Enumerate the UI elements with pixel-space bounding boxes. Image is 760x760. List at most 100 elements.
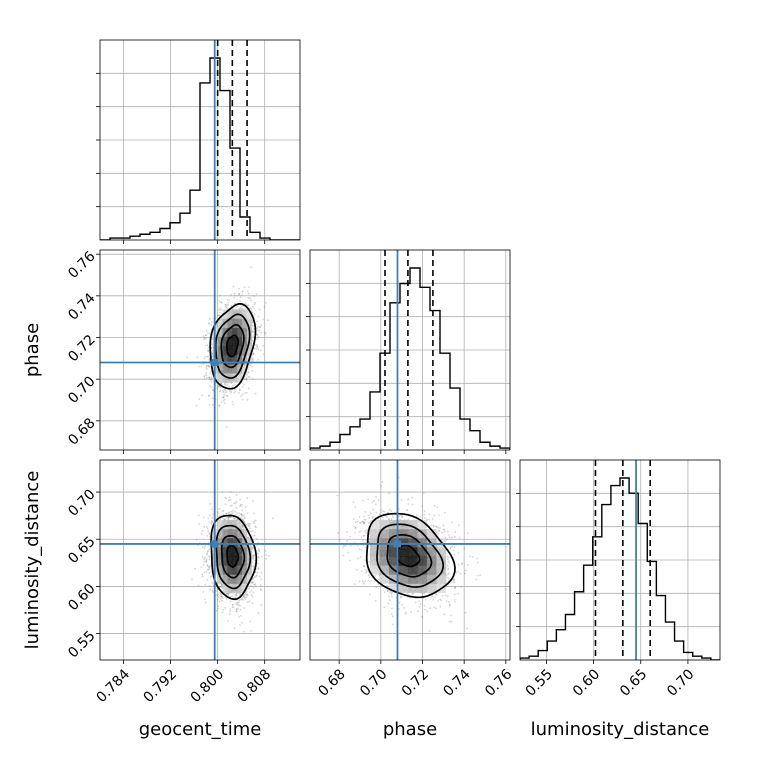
sample-point [210, 575, 213, 578]
sample-point [251, 305, 254, 308]
sample-point [245, 376, 248, 379]
sample-point [224, 303, 227, 306]
density-block [242, 327, 248, 338]
sample-point [252, 330, 255, 333]
sample-point [204, 355, 207, 358]
sample-point [218, 308, 221, 311]
sample-point [257, 556, 260, 559]
sample-point [255, 293, 258, 295]
sample-point [363, 521, 366, 524]
sample-point [256, 327, 259, 330]
sample-point [216, 593, 219, 596]
sample-point [207, 365, 210, 367]
sample-point [223, 396, 225, 398]
sample-point [248, 524, 251, 527]
sample-point [238, 292, 241, 295]
sample-point [219, 309, 222, 312]
pair-frame [99, 459, 301, 661]
density-block [227, 529, 233, 539]
sample-point [205, 330, 208, 332]
sample-point [241, 504, 244, 506]
sample-point [224, 384, 227, 387]
sample-point [222, 399, 225, 402]
sample-point [252, 522, 255, 525]
sample-point [228, 516, 231, 519]
sample-point [247, 522, 250, 525]
sample-point [226, 395, 229, 397]
sample-point [248, 522, 251, 525]
sample-point [218, 294, 221, 297]
sample-point [227, 301, 230, 304]
sample-point [215, 326, 218, 328]
sample-point [206, 552, 209, 555]
sample-point [235, 603, 238, 605]
sample-point [208, 322, 211, 325]
sample-point [248, 527, 251, 530]
sample-point [256, 333, 259, 336]
density-block [227, 309, 233, 319]
sample-point [343, 544, 345, 547]
sample-point [267, 554, 270, 557]
sample-point [251, 602, 254, 605]
sample-point [257, 358, 259, 361]
sample-point [208, 571, 211, 574]
density-block [237, 529, 243, 539]
sample-point [252, 587, 255, 589]
sample-point [198, 398, 201, 400]
sample-point [260, 578, 263, 581]
diag-panel-geocent_time [100, 40, 300, 240]
sample-point [239, 505, 242, 508]
sample-point [247, 371, 250, 374]
sample-point [212, 389, 214, 391]
sample-point [207, 350, 210, 353]
sample-point [252, 581, 255, 584]
sample-point [226, 298, 229, 301]
sample-point [256, 346, 259, 349]
sample-point [204, 334, 207, 337]
sample-point [208, 565, 211, 568]
sample-point [210, 346, 213, 349]
sample-point [233, 292, 236, 295]
sample-point [448, 600, 450, 603]
sample-point [225, 394, 228, 397]
sample-point [457, 570, 460, 573]
sample-point [446, 555, 449, 558]
sample-point [240, 596, 243, 599]
sample-point [254, 344, 257, 346]
sample-point [247, 375, 250, 378]
sample-point [218, 600, 221, 603]
sample-point [243, 607, 245, 609]
sample-point [232, 511, 234, 514]
sample-point [241, 598, 244, 601]
density-block [232, 309, 238, 319]
sample-point [259, 588, 262, 591]
sample-point [217, 595, 220, 598]
sample-point [238, 294, 241, 297]
sample-point [207, 550, 209, 552]
sample-point [241, 305, 243, 308]
sample-point [241, 393, 244, 396]
sample-point [230, 382, 233, 384]
sample-point [225, 497, 227, 500]
sample-point [243, 378, 246, 381]
sample-point [426, 610, 429, 613]
sample-point [225, 426, 228, 429]
density-block [242, 309, 248, 319]
sample-point [206, 344, 209, 347]
sample-point [371, 516, 374, 518]
density-block [227, 519, 233, 530]
density-block [246, 565, 253, 575]
sample-point [209, 556, 211, 559]
sample-point [208, 544, 210, 547]
sample-point [234, 517, 237, 520]
sample-point [223, 398, 226, 401]
sample-point [219, 390, 221, 393]
sample-point [246, 512, 249, 515]
sample-point [208, 377, 210, 380]
sample-point [208, 568, 210, 570]
sample-point [250, 365, 253, 368]
density-block [217, 519, 223, 530]
sample-point [252, 576, 255, 579]
sample-point [206, 565, 209, 567]
sample-point [221, 595, 224, 598]
